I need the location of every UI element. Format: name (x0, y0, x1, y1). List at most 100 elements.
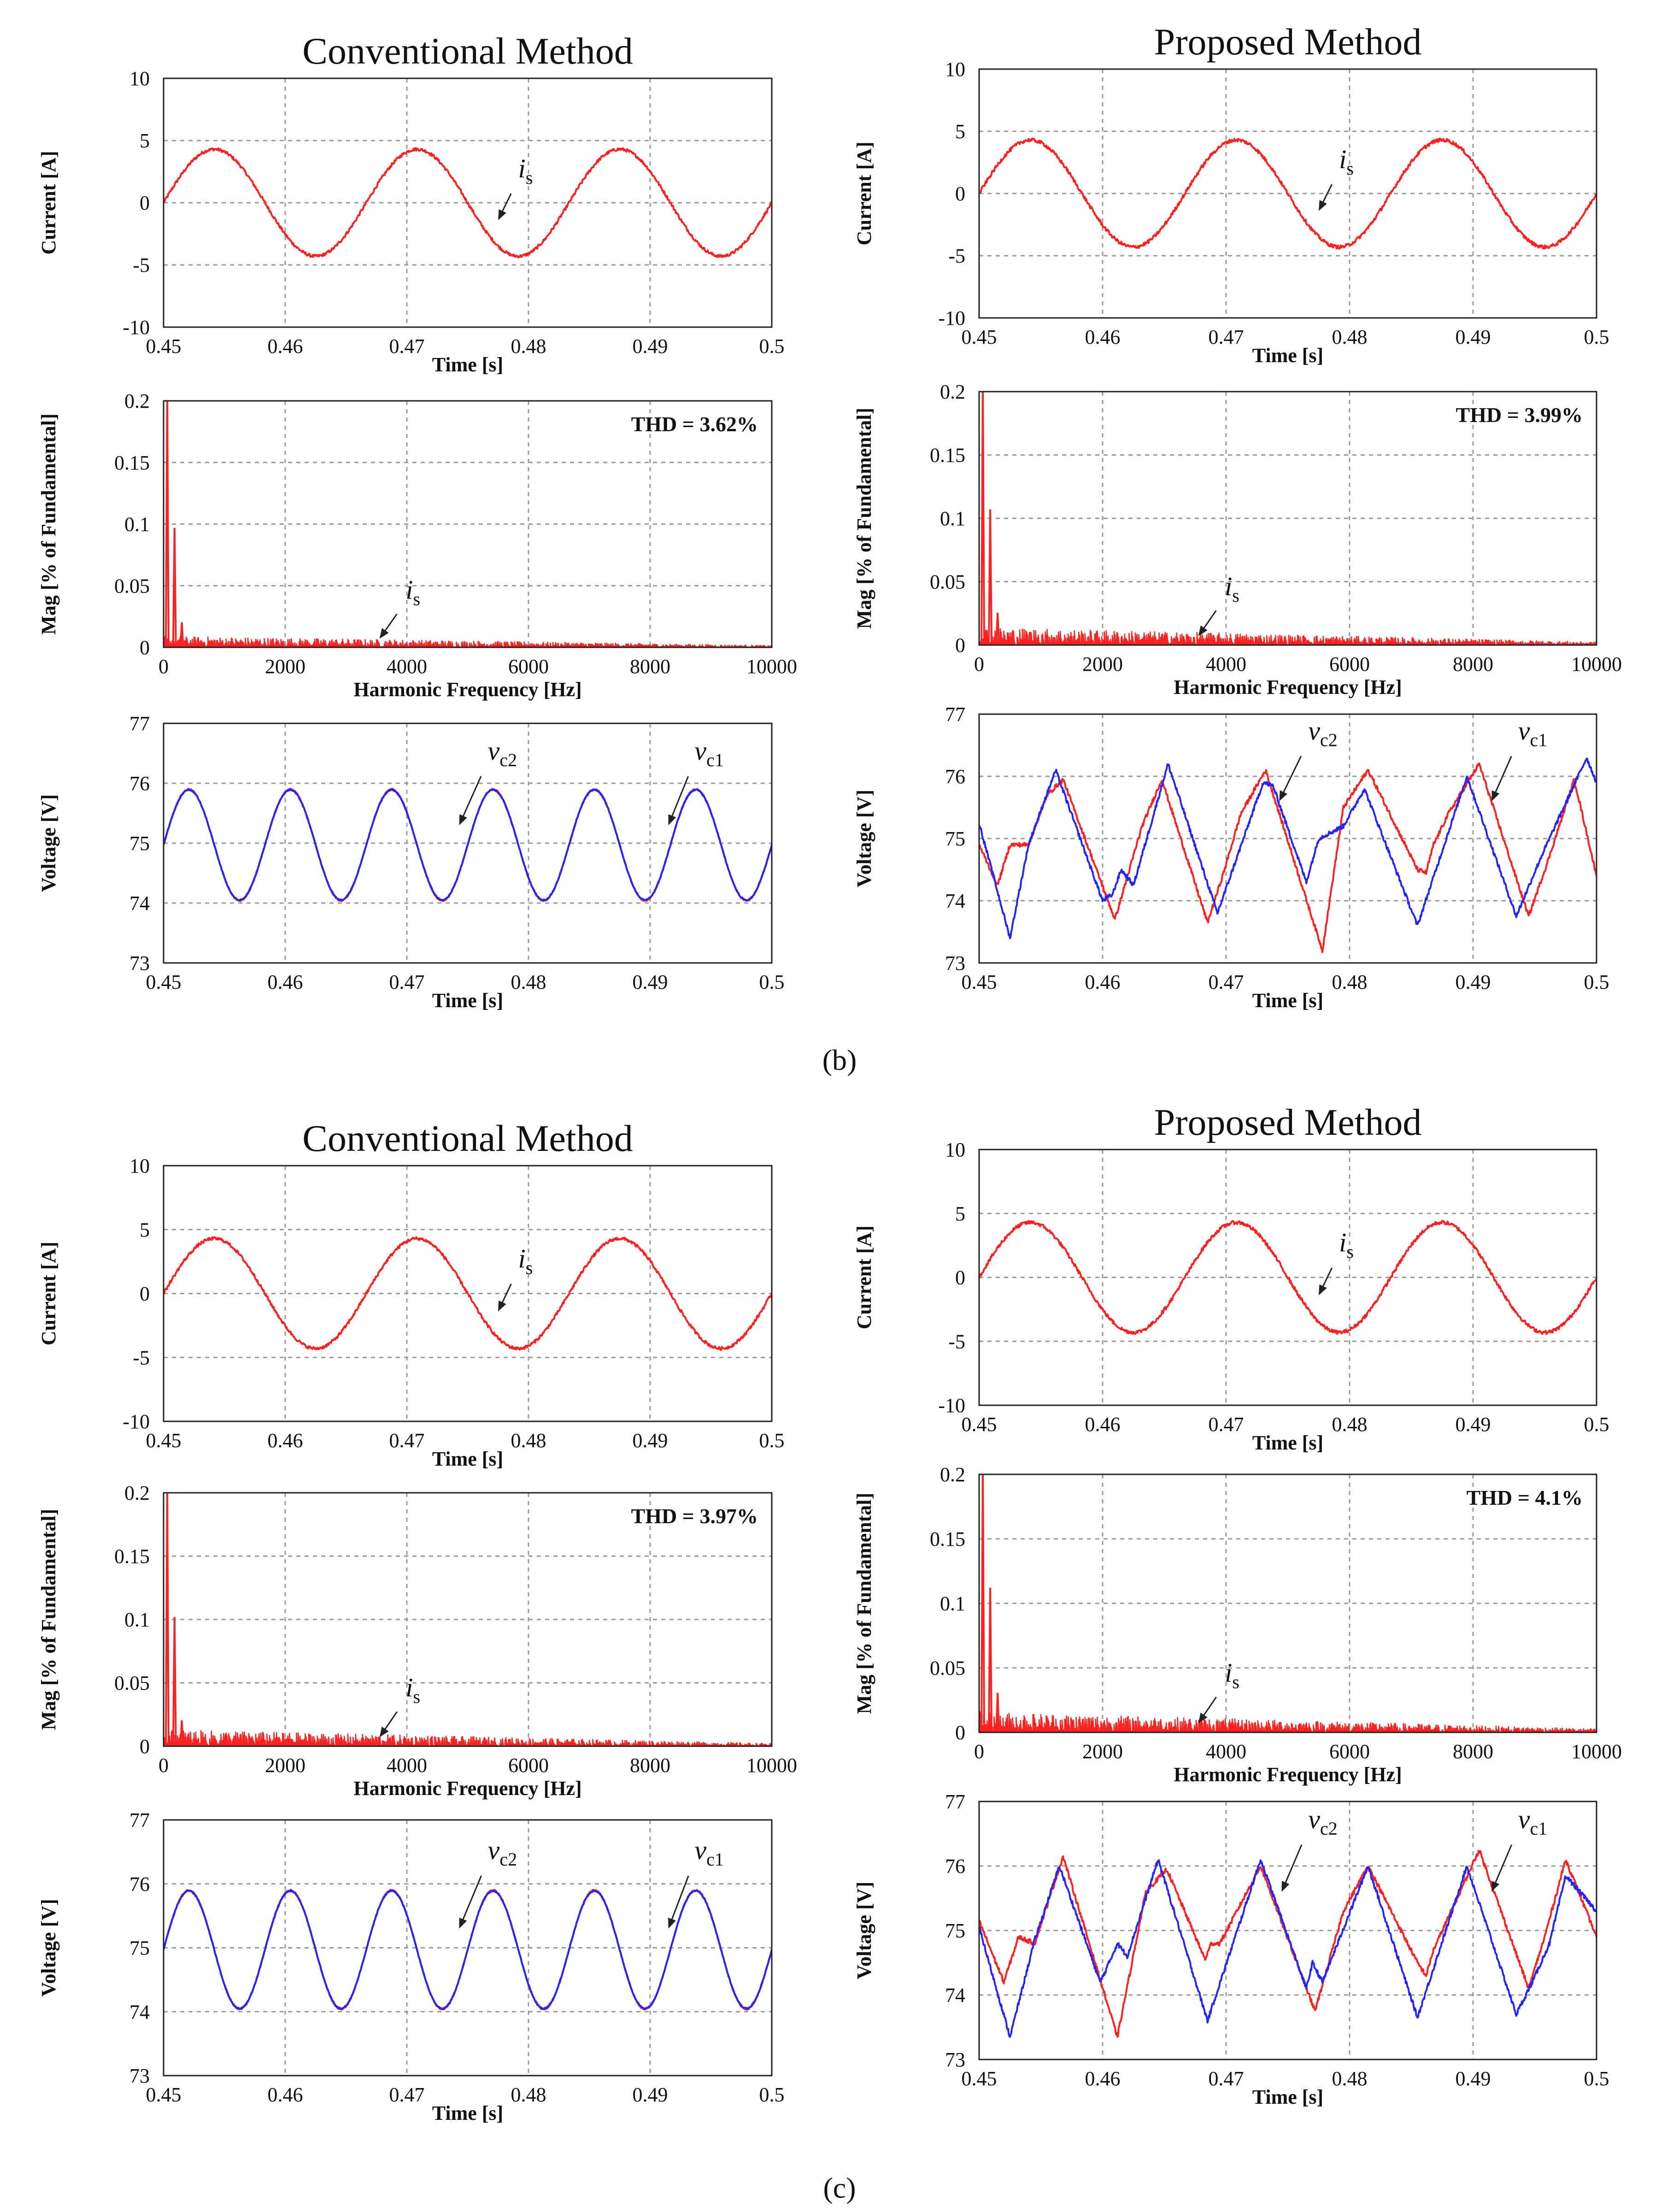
y-tick-label: 0 (140, 1735, 150, 1758)
y-tick-label: 0 (140, 636, 150, 659)
annotation-arrow (383, 1711, 398, 1731)
plot-frame (978, 713, 1597, 964)
x-tick-label: 0.45 (146, 2083, 182, 2106)
x-tick-label: 0.46 (268, 1429, 303, 1452)
y-axis-label: Mag [% of Fundamental] (37, 1509, 60, 1730)
y-axis-label: Voltage [V] (37, 794, 60, 892)
annotation-arrowhead (459, 814, 467, 825)
plot-frame (978, 1801, 1597, 2060)
y-tick-label: 0 (955, 1267, 965, 1289)
series-line-v_c2 (979, 1859, 1597, 2038)
plot-frame (978, 391, 1597, 646)
chart-title: Proposed Method (1154, 21, 1422, 63)
annotation-arrowhead (379, 628, 389, 639)
annotation-sub: c2 (499, 750, 517, 770)
x-tick-label: 0.47 (1209, 1413, 1244, 1436)
annotation-arrow (670, 1875, 689, 1921)
x-tick-label: 0.46 (1085, 326, 1121, 348)
annotation-base: v (694, 736, 706, 766)
annotation-arrow (1321, 1267, 1333, 1288)
y-tick-label: 10 (945, 1138, 965, 1161)
x-tick-label: 8000 (630, 1754, 670, 1777)
annotation-arrowhead (459, 1918, 467, 1929)
y-tick-label: 0 (955, 1721, 965, 1744)
x-tick-label: 0.49 (1456, 2067, 1491, 2090)
x-tick-label: 0.47 (389, 1429, 425, 1452)
x-tick-label: 0.5 (1584, 326, 1609, 348)
annotation-base: v (1308, 716, 1320, 746)
x-tick-label: 0.5 (1584, 1413, 1609, 1436)
y-axis-label: Voltage [V] (853, 1882, 875, 1979)
x-tick-label: 0.46 (268, 335, 303, 358)
x-tick-label: 10000 (746, 655, 797, 678)
y-axis-label: Current [A] (853, 141, 875, 245)
x-tick-label: 2000 (1082, 1740, 1123, 1763)
y-tick-label: 0.15 (114, 452, 150, 474)
x-tick-label: 0.45 (962, 326, 997, 348)
y-tick-label: -5 (133, 1346, 150, 1369)
annotation-arrowhead (668, 814, 676, 825)
x-tick-label: 10000 (1571, 1740, 1622, 1763)
annotation-sub: c1 (1530, 1818, 1548, 1839)
series-group (164, 401, 772, 647)
y-tick-label: 0.1 (940, 507, 965, 530)
y-tick-label: 10 (129, 1155, 150, 1177)
fft-peak-i_s (980, 392, 986, 645)
y-tick-label: 77 (129, 712, 150, 735)
x-axis-label: Harmonic Frequency [Hz] (353, 1777, 581, 1800)
charts-layer: 0.45 0.46 0.47 0.48 0.49 0.5 10 5 0 -5 -10 Time [s]… (37, 21, 1622, 2124)
y-tick-label: 0.05 (114, 1672, 150, 1695)
chart-c-prop-voltage: 0.45 0.46 0.47 0.48 0.49 0.5 77 76 75 74 73 Time [s… (853, 1790, 1609, 2108)
annotation-arrow (670, 776, 689, 818)
y-tick-label: -10 (123, 316, 150, 339)
series-group (164, 787, 772, 902)
y-axis-label: Mag [% of Fundamental] (853, 408, 875, 629)
annotation-arrow (1284, 1844, 1303, 1885)
annotation-arrow (1321, 184, 1333, 204)
plot-frame (163, 1492, 773, 1747)
x-axis-label: Harmonic Frequency [Hz] (1174, 1763, 1402, 1786)
annotation-arrow (462, 776, 482, 818)
annotation-sub: c2 (1320, 730, 1338, 751)
plot-frame (163, 77, 773, 328)
annotation-sub: s (413, 588, 421, 609)
annotation-label: vc2 (1308, 1804, 1338, 1839)
y-tick-label: 0.2 (124, 1482, 150, 1504)
y-tick-label: 5 (955, 1203, 965, 1225)
y-tick-label: 76 (129, 772, 150, 795)
annotation-label: is (518, 153, 533, 188)
annotation-base: v (488, 736, 500, 766)
series-line-i_s (979, 1711, 1597, 1732)
annotation-base: i (405, 575, 413, 604)
chart-b-prop-voltage: 0.45 0.46 0.47 0.48 0.49 0.5 77 76 75 74 73 Time [s… (853, 703, 1609, 1012)
annotation-sub: s (526, 167, 533, 188)
annotation-label: vc1 (694, 736, 724, 770)
thd-label: THD = 3.97% (631, 1504, 758, 1528)
annotation-sub: s (1346, 1241, 1354, 1262)
annotation-label: vc1 (694, 1835, 724, 1870)
x-tick-label: 0.48 (511, 1429, 546, 1452)
y-tick-label: 0 (955, 182, 965, 205)
chart-b-conv-fft: 0 2000 4000 6000 8000 10000 0.2 0.15 0.1 0.05 0 Har… (37, 390, 797, 701)
x-tick-label: 0.47 (1209, 971, 1244, 993)
x-tick-label: 0.5 (759, 2083, 785, 2106)
x-tick-label: 0.49 (633, 335, 668, 358)
y-axis-label: Current [A] (37, 1242, 60, 1345)
x-axis-label: Time [s] (1252, 2086, 1323, 2108)
y-tick-label: 5 (140, 1219, 150, 1241)
series-line-i_s (164, 636, 772, 647)
x-tick-label: 0.49 (633, 971, 668, 993)
annotation-sub: c2 (1320, 1818, 1338, 1839)
x-tick-label: 4000 (1206, 653, 1246, 675)
annotation-label: is (1339, 1227, 1354, 1262)
annotation-label: vc2 (488, 1835, 517, 1870)
x-tick-label: 6000 (1329, 1740, 1370, 1763)
y-tick-label: 10 (945, 58, 965, 81)
annotation-sub: s (1346, 158, 1354, 179)
y-tick-label: 74 (129, 2001, 150, 2023)
y-tick-label: 0.2 (940, 1463, 965, 1486)
annotation-arrowhead (1279, 790, 1287, 801)
annotation-arrowhead (1281, 1881, 1290, 1892)
x-tick-label: 2000 (265, 1754, 305, 1777)
